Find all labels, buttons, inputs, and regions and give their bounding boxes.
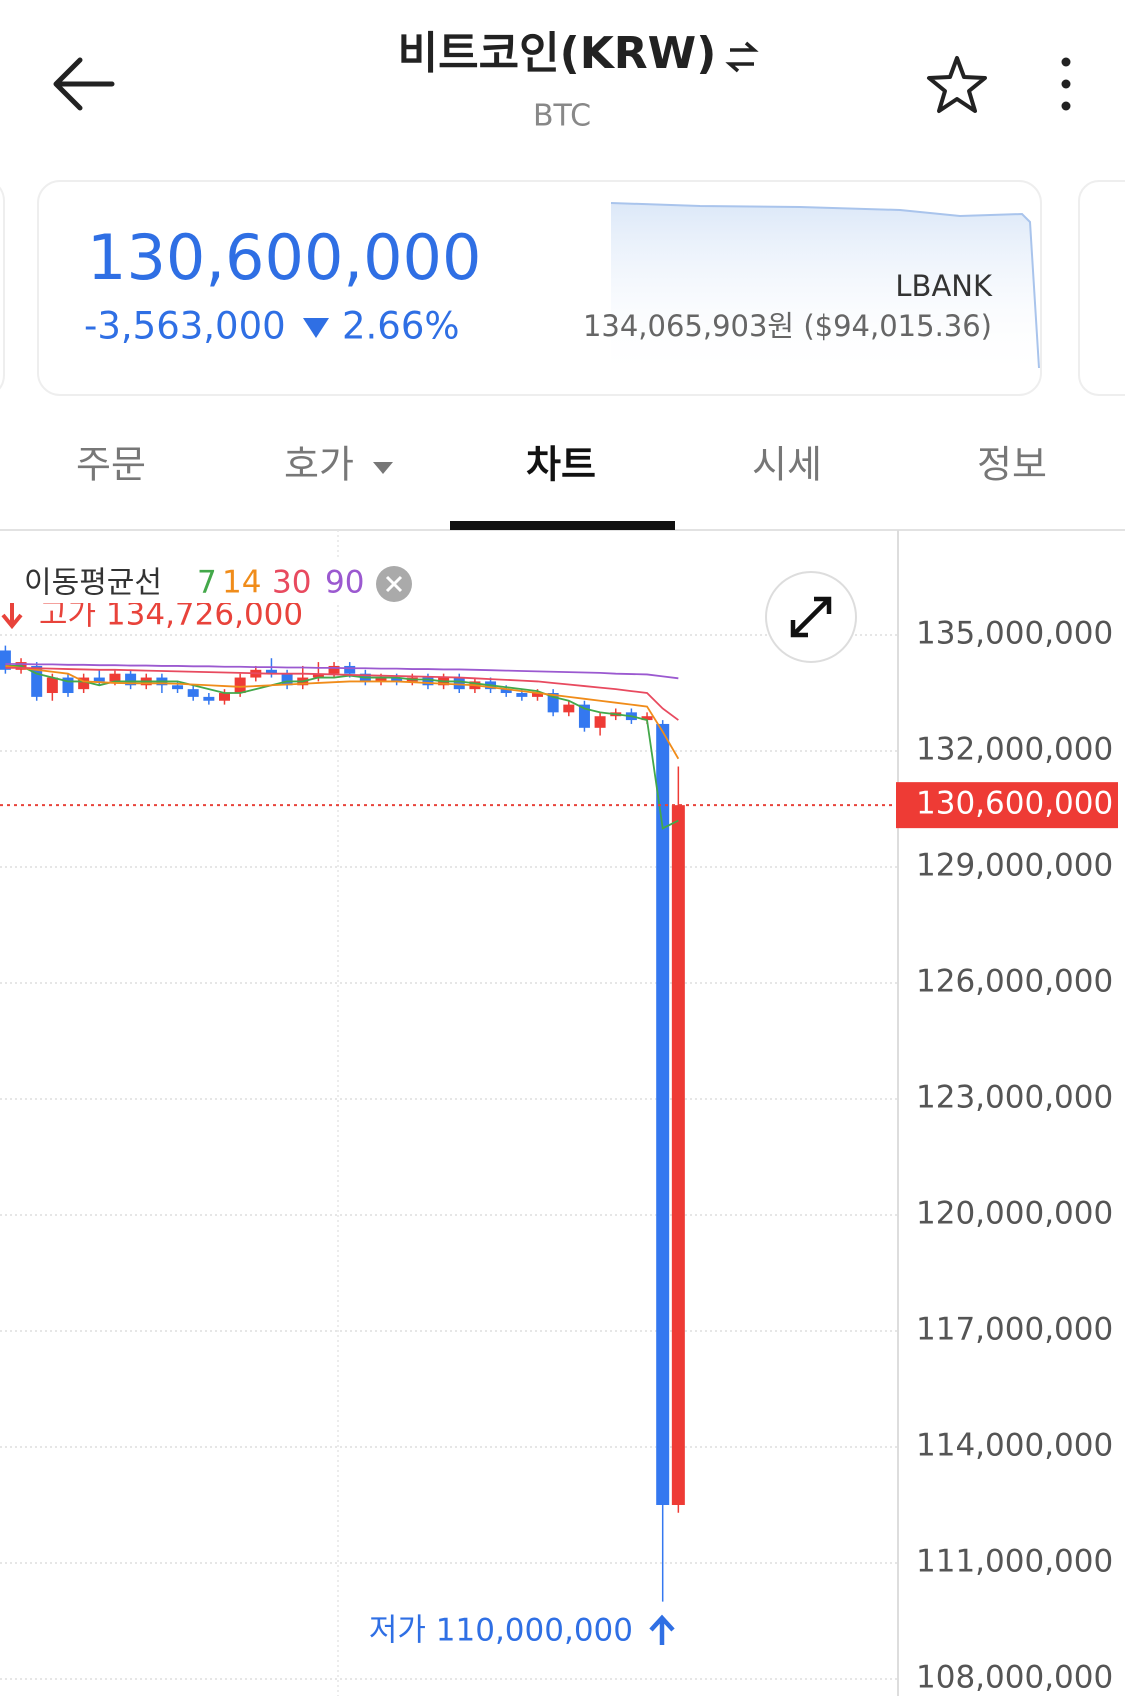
- price-change: -3,563,000: [84, 305, 286, 348]
- y-tick-label: 114,000,000: [916, 1427, 1113, 1463]
- ma-line: [5, 665, 680, 760]
- exchange-price: 134,065,903원 ($94,015.36): [583, 309, 992, 343]
- sparkline-area: [611, 203, 1039, 380]
- candle-body: [125, 673, 137, 686]
- ma-legend-title: 이동평균선: [24, 566, 162, 601]
- candle-body: [594, 716, 606, 728]
- prev-card[interactable]: [0, 181, 5, 395]
- y-tick-label: 111,000,000: [916, 1543, 1113, 1579]
- next-card[interactable]: [1078, 180, 1125, 396]
- low-label: 저가 110,000,000: [369, 1613, 633, 1649]
- favorite-button[interactable]: [927, 56, 987, 113]
- y-tick-label: 117,000,000: [916, 1311, 1113, 1347]
- expand-button[interactable]: [765, 571, 857, 663]
- expand-icon: [790, 596, 832, 638]
- price-change-pct: 2.66%: [342, 305, 460, 348]
- y-tick-label: 108,000,000: [916, 1659, 1113, 1695]
- candle-body: [656, 723, 670, 1505]
- exchange-name: LBANK: [895, 269, 993, 303]
- candle-body: [391, 677, 403, 682]
- candle-body: [453, 677, 465, 690]
- dropdown-icon: [373, 462, 393, 474]
- current-price-tag: [896, 782, 1118, 829]
- legend-entry: 90: [325, 565, 364, 601]
- legend-bg: [0, 558, 430, 603]
- swap-icon[interactable]: [725, 41, 759, 73]
- candle-body: [203, 696, 215, 701]
- subtitle: BTC: [533, 99, 591, 134]
- legend-entry: 14: [222, 565, 261, 601]
- candle-body: [671, 805, 685, 1505]
- tab[interactable]: 정보: [977, 443, 1047, 487]
- legend-close[interactable]: [376, 566, 412, 602]
- ma-line: [5, 666, 679, 721]
- y-tick-label: 123,000,000: [916, 1080, 1113, 1116]
- down-icon: [303, 318, 329, 338]
- candle-body: [375, 677, 387, 682]
- ma-line: [5, 665, 679, 830]
- candle-body: [187, 689, 199, 697]
- candle-body: [344, 665, 356, 674]
- title: 비트코인(KRW): [398, 28, 717, 79]
- candle-body: [219, 693, 230, 701]
- candle-body: [78, 677, 90, 690]
- tab[interactable]: 주문: [76, 443, 146, 487]
- candle-body: [578, 704, 590, 728]
- candle-body: [234, 677, 246, 694]
- tab-indicator: [450, 521, 675, 530]
- candle-body: [563, 704, 575, 713]
- candle-body: [31, 665, 43, 697]
- low-arrow: [649, 1614, 675, 1645]
- price: 130,600,000: [87, 221, 481, 294]
- candle-body: [312, 673, 324, 678]
- y-tick-label: 135,000,000: [916, 616, 1113, 652]
- ma-line: [5, 663, 679, 680]
- sparkline: [610, 202, 1040, 369]
- y-tick-label: 126,000,000: [916, 964, 1113, 1000]
- current-price-label: 130,600,000: [916, 786, 1113, 822]
- legend-entry: 7: [197, 565, 217, 601]
- candle-body: [93, 677, 105, 682]
- candle-body: [46, 677, 58, 694]
- candle-body: [281, 673, 293, 686]
- more-button[interactable]: [1061, 57, 1071, 111]
- close-x: [385, 575, 403, 593]
- legend-entry: 30: [272, 565, 311, 601]
- y-tick-label: 129,000,000: [916, 848, 1113, 884]
- candle-body: [516, 693, 528, 697]
- candle-body: [547, 693, 559, 713]
- candle-body: [422, 677, 434, 686]
- back-button[interactable]: [53, 57, 115, 111]
- candle-body: [500, 689, 512, 694]
- tab-active[interactable]: 차트: [526, 443, 596, 487]
- candle-body: [172, 685, 184, 690]
- candle-body: [328, 665, 340, 674]
- candle-body: [265, 669, 277, 674]
- candle-body: [532, 693, 543, 697]
- candle-body: [0, 650, 11, 670]
- candle-body: [62, 677, 74, 694]
- candle-body: [641, 716, 653, 721]
- candle-body: [109, 673, 121, 682]
- tab[interactable]: 시세: [752, 443, 822, 487]
- y-tick-label: 132,000,000: [916, 732, 1113, 768]
- y-tick-label: 120,000,000: [916, 1195, 1113, 1231]
- tab[interactable]: 호가: [284, 443, 354, 487]
